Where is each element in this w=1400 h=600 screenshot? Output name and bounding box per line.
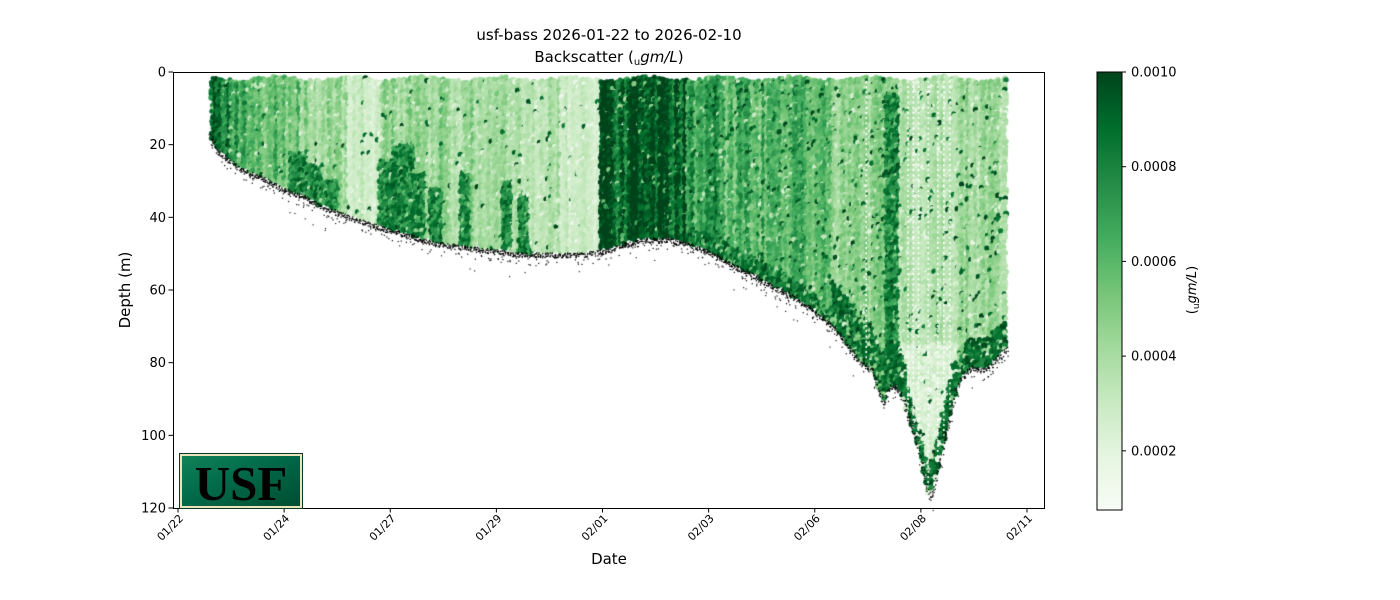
x-tick-label: 01/27 <box>367 512 399 544</box>
y-tick-label: 120 <box>141 502 166 517</box>
x-tick-label: 02/11 <box>1004 512 1036 544</box>
x-tick-label: 02/08 <box>897 512 929 544</box>
cbar-label-suffix: ) <box>1185 266 1200 271</box>
colorbar-tick-label: 0.0002 <box>1131 444 1177 459</box>
usf-logo: USF <box>179 453 303 511</box>
y-tick-label: 20 <box>149 138 166 153</box>
colorbar-tick-label: 0.0010 <box>1131 66 1177 81</box>
y-tick-label: 40 <box>149 211 166 226</box>
x-tick-label: 02/03 <box>685 512 717 544</box>
x-tick-label: 02/01 <box>579 512 611 544</box>
x-tick-label: 01/29 <box>473 512 505 544</box>
colorbar-tick-label: 0.0006 <box>1131 255 1177 270</box>
y-tick-label: 80 <box>149 356 166 371</box>
x-axis-label: Date <box>591 550 627 568</box>
usf-logo-text: USF <box>195 456 288 511</box>
colorbar-gradient <box>1096 71 1123 511</box>
colorbar-tick-label: 0.0004 <box>1131 350 1177 365</box>
colorbar-tick-label: 0.0008 <box>1131 160 1177 175</box>
subtitle-suffix: ) <box>678 48 684 66</box>
usf-logo-background <box>180 454 302 508</box>
x-axis-ticks: 01/22 01/24 01/27 01/29 02/01 02/03 02/06 02/08… <box>155 508 1036 544</box>
subtitle-prefix: Backscatter ( <box>534 48 633 66</box>
y-tick-label: 0 <box>158 66 166 81</box>
x-tick-label: 01/24 <box>261 512 293 544</box>
colorbar-label: (ugm/L) <box>1185 266 1202 314</box>
colorbar: 0.0002 0.0004 0.0006 0.0008 0.0010 (ugm/L) <box>1096 66 1202 511</box>
plot-title: usf-bass 2026-01-22 to 2026-02-10 <box>476 26 741 44</box>
subtitle-units: gm/L <box>640 48 678 66</box>
cbar-label-prefix: ( <box>1185 309 1200 314</box>
y-axis-ticks: 0 20 40 60 80 100 120 <box>141 66 173 517</box>
y-tick-label: 60 <box>149 284 166 299</box>
plot-subtitle: Backscatter (ugm/L) <box>534 48 683 68</box>
plot-border <box>173 72 1045 509</box>
x-tick-label: 02/06 <box>791 512 823 544</box>
cbar-label-subscript: u <box>1192 303 1202 309</box>
subtitle-subscript: u <box>634 57 640 68</box>
x-tick-label: 01/22 <box>155 512 187 544</box>
y-tick-label: 100 <box>141 429 166 444</box>
colorbar-ticks: 0.0002 0.0004 0.0006 0.0008 0.0010 <box>1122 66 1177 459</box>
cbar-label-units: gm/L <box>1185 271 1200 304</box>
y-axis-label: Depth (m) <box>116 252 134 329</box>
